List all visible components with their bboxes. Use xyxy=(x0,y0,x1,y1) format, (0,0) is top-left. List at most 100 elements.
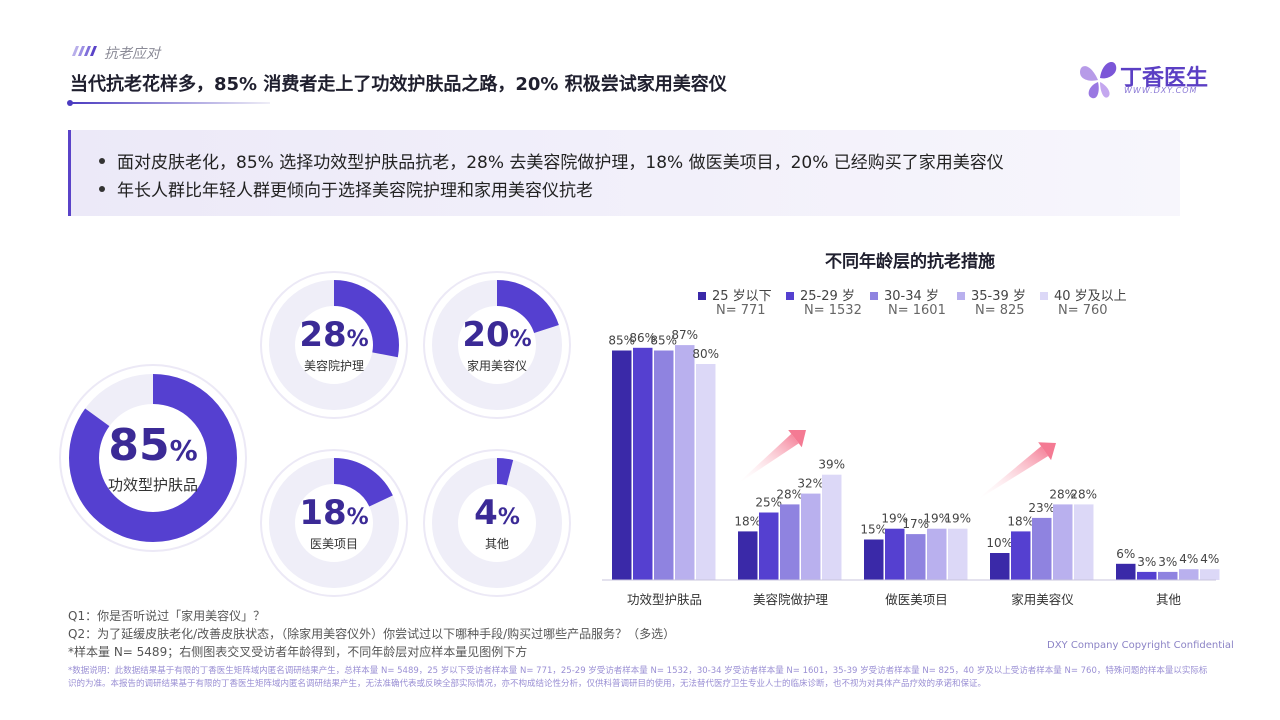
ring-home-device: 20% 家用美容仪 xyxy=(422,270,572,420)
trend-arrow-icon xyxy=(736,430,806,485)
ring-value: 20% xyxy=(422,315,572,355)
legend-swatch xyxy=(786,291,794,300)
ring-progress-arc xyxy=(269,458,399,588)
ring-value-number: 4 xyxy=(474,493,498,533)
bar-value-label: 28% xyxy=(776,487,803,501)
bar-group: 10%18%23%28%28% xyxy=(986,487,1097,580)
bar xyxy=(612,350,632,580)
butterfly-logo-icon xyxy=(1080,62,1117,99)
legend-sample-size: N= 825 xyxy=(975,303,1025,318)
ring-label: 医美项目 xyxy=(309,537,358,551)
bar-group: 15%19%17%19%19% xyxy=(860,512,971,580)
bar-value-label: 87% xyxy=(671,330,698,342)
bar-value-label: 18% xyxy=(1007,514,1034,528)
bar xyxy=(864,539,884,580)
ring-value: 85% xyxy=(58,420,248,471)
page-title: 当代抗老花样多，85% 消费者走上了功效护肤品之路，20% 积极尝试家用美容仪 xyxy=(70,74,727,95)
legend-label: 25-29 岁 xyxy=(800,289,855,304)
legend-label: 30-34 岁 xyxy=(884,289,939,304)
legend-swatch xyxy=(957,291,965,300)
ring-graphic xyxy=(260,271,408,419)
ring-value-unit: % xyxy=(509,327,532,352)
bar-value-label: 23% xyxy=(1028,501,1055,515)
section-label: 抗老应对 xyxy=(104,46,160,62)
ring-label: 美容院护理 xyxy=(303,359,364,373)
legend-label: 25 岁以下 xyxy=(712,289,772,304)
bar xyxy=(654,350,674,580)
bar-value-label: 28% xyxy=(1070,487,1097,501)
legend-swatch xyxy=(1040,291,1048,300)
bar xyxy=(948,528,968,580)
bullet-dot-icon xyxy=(99,186,105,192)
legend-sample-size: N= 1601 xyxy=(888,303,946,318)
ring-progress-arc xyxy=(269,280,399,410)
summary-bullet: 年长人群比年轻人群更倾向于选择美容院护理和家用美容仪抗老 xyxy=(99,176,593,201)
bar-value-label: 19% xyxy=(923,512,950,526)
ring-value-unit: % xyxy=(497,505,520,530)
bar-value-label: 3% xyxy=(1158,555,1177,569)
bar-value-label: 4% xyxy=(1179,552,1198,566)
legend-sample-size: N= 760 xyxy=(1058,303,1108,318)
bar xyxy=(780,504,800,580)
ring-graphic xyxy=(59,364,247,552)
ring-graphic xyxy=(423,271,571,419)
footnote-q2: Q2：为了延缓皮肤老化/改善皮肤状态，（除家用美容仪外）你尝试过以下哪种手段/购… xyxy=(68,627,676,641)
logo-url: WWW.DXY.COM xyxy=(1124,86,1198,95)
legend-item: 25 岁以下 xyxy=(698,285,772,304)
bar xyxy=(633,347,653,580)
bar xyxy=(675,345,695,580)
bar xyxy=(1200,569,1220,580)
logo-wordmark: 丁香医生 xyxy=(1120,66,1209,91)
bar xyxy=(822,474,842,580)
bar xyxy=(1053,504,1073,580)
legend-label: 35-39 岁 xyxy=(971,289,1026,304)
ring-other: 4% 其他 xyxy=(422,448,572,598)
bar xyxy=(1032,517,1052,580)
category-label: 家用美容仪 xyxy=(1011,592,1074,607)
bar-group: 85%86%85%87%80% xyxy=(608,330,719,580)
ring-progress-arc xyxy=(69,374,237,542)
ring-value-number: 85 xyxy=(108,420,170,471)
legend-item: 25-29 岁 xyxy=(786,285,855,304)
bar-value-label: 17% xyxy=(902,517,929,531)
ring-value: 4% xyxy=(422,493,572,533)
legend-sample-size: N= 1532 xyxy=(804,303,862,318)
ring-salon: 28% 美容院护理 xyxy=(259,270,409,420)
summary-bullet-text: 年长人群比年轻人群更倾向于选择美容院护理和家用美容仪抗老 xyxy=(117,181,593,201)
bar-value-label: 86% xyxy=(629,331,656,345)
summary-bullet-text: 面对皮肤老化，85% 选择功效型护肤品抗老，28% 去美容院做护理，18% 做医… xyxy=(117,153,1004,173)
footnote-sample: *样本量 N= 5489；右侧图表交叉受访者年龄得到，不同年龄层对应样本量见图例… xyxy=(68,645,528,659)
section-stripes-icon xyxy=(72,46,97,56)
legend-item: 35-39 岁 xyxy=(957,285,1026,304)
category-label: 美容院做护理 xyxy=(753,592,829,607)
bar-value-label: 4% xyxy=(1200,552,1219,566)
bar xyxy=(1137,571,1157,580)
ring-value-unit: % xyxy=(346,505,369,530)
bar xyxy=(906,534,926,580)
footnote-q1: Q1：你是否听说过「家用美容仪」？ xyxy=(68,609,266,623)
category-label: 功效型护肤品 xyxy=(627,592,702,607)
ring-value-number: 20 xyxy=(462,315,510,355)
category-label: 做医美项目 xyxy=(885,592,948,607)
ring-skincare: 85% 功效型护肤品 xyxy=(58,363,248,553)
legend-swatch xyxy=(698,291,706,300)
chart-title: 不同年龄层的抗老措施 xyxy=(825,252,995,272)
ring-value-number: 18 xyxy=(299,493,347,533)
data-disclaimer: *数据说明：此数据结果基于有限的丁香医生矩阵域内匿名调研结果产生，总样本量 N=… xyxy=(68,666,1208,689)
bar xyxy=(1074,504,1094,580)
ring-value-unit: % xyxy=(169,434,198,467)
ring-value: 28% xyxy=(259,315,409,355)
ring-value-unit: % xyxy=(346,327,369,352)
copyright-text: DXY Company Copyright Confidential xyxy=(1047,640,1234,651)
bar-value-label: 6% xyxy=(1116,547,1135,561)
bar xyxy=(738,531,758,580)
bar-value-label: 19% xyxy=(944,512,971,526)
bar xyxy=(927,528,947,580)
ring-label: 其他 xyxy=(484,537,509,551)
bar-value-label: 85% xyxy=(650,334,677,348)
bar-value-label: 28% xyxy=(1049,487,1076,501)
bar-chart: 85%86%85%87%80% 功效型护肤品 18%25%28%32%39% 美容院做… xyxy=(602,330,1220,607)
bar-value-label: 85% xyxy=(608,334,635,348)
bar-value-label: 39% xyxy=(818,458,845,472)
bar-group: 18% 25%28%32% 39% xyxy=(734,458,845,580)
